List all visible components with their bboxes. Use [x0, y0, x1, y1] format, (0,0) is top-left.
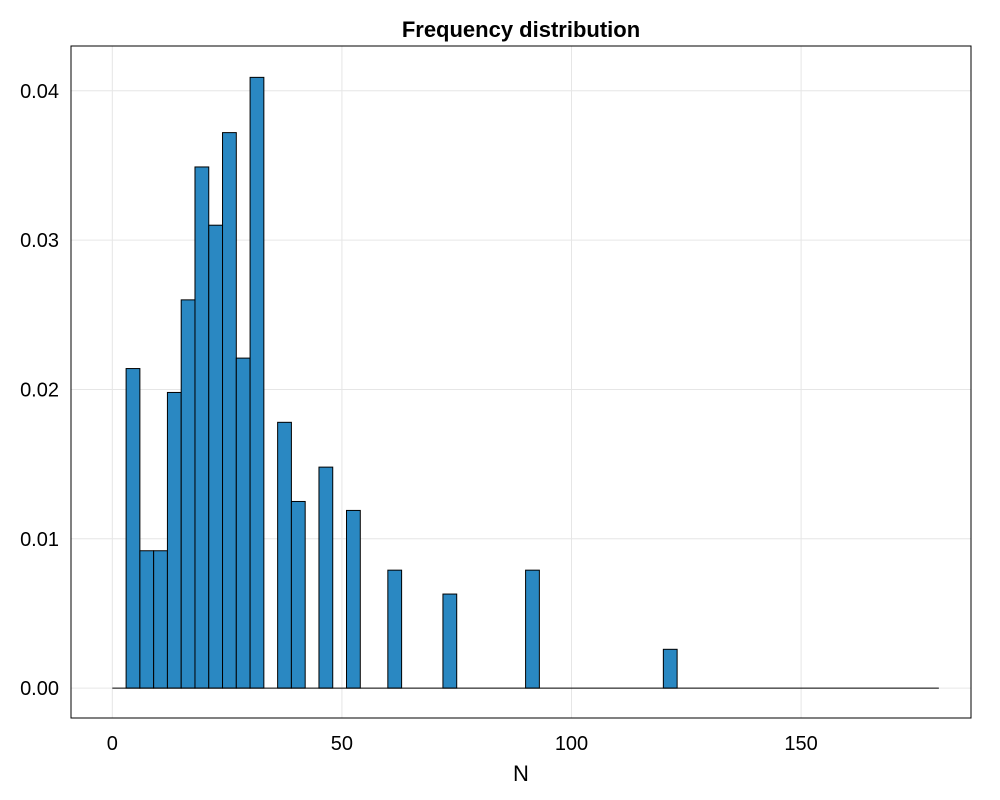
histogram-bar — [387, 569, 403, 689]
histogram-bar — [208, 224, 224, 689]
histogram-bar — [662, 648, 678, 689]
y-tick-label: 0.00 — [20, 678, 59, 700]
y-tick-label: 0.01 — [20, 529, 59, 551]
histogram-bar — [525, 569, 540, 689]
histogram-bar — [180, 299, 196, 689]
histogram-bar — [277, 421, 292, 689]
x-tick-label: 0 — [107, 733, 118, 755]
histogram-bar — [346, 509, 361, 689]
x-tick-labels: 0 50 100 150 — [107, 733, 818, 755]
x-tick-label: 150 — [784, 733, 817, 755]
histogram-bar — [153, 550, 168, 689]
histogram-bar — [125, 368, 141, 689]
y-tick-labels: 0.00 0.01 0.02 0.03 0.04 — [20, 81, 59, 700]
histogram-bar — [166, 391, 182, 689]
y-tick-label: 0.04 — [20, 81, 59, 103]
histogram-bar — [222, 132, 237, 689]
histogram-bar — [235, 357, 251, 689]
histogram-bar — [194, 166, 210, 689]
x-tick-label: 50 — [331, 733, 353, 755]
histogram-bar — [139, 550, 155, 689]
histogram-bars — [125, 76, 678, 689]
histogram-bar — [318, 466, 334, 689]
y-tick-label: 0.02 — [20, 379, 59, 401]
x-axis-label: N — [513, 761, 529, 786]
y-tick-label: 0.03 — [20, 230, 59, 252]
chart-title: Frequency distribution — [402, 17, 640, 42]
histogram-bar — [290, 500, 306, 689]
histogram-bar — [249, 76, 265, 689]
histogram-bar — [442, 593, 458, 689]
plot-frame — [70, 45, 972, 719]
x-tick-label: 100 — [555, 733, 588, 755]
